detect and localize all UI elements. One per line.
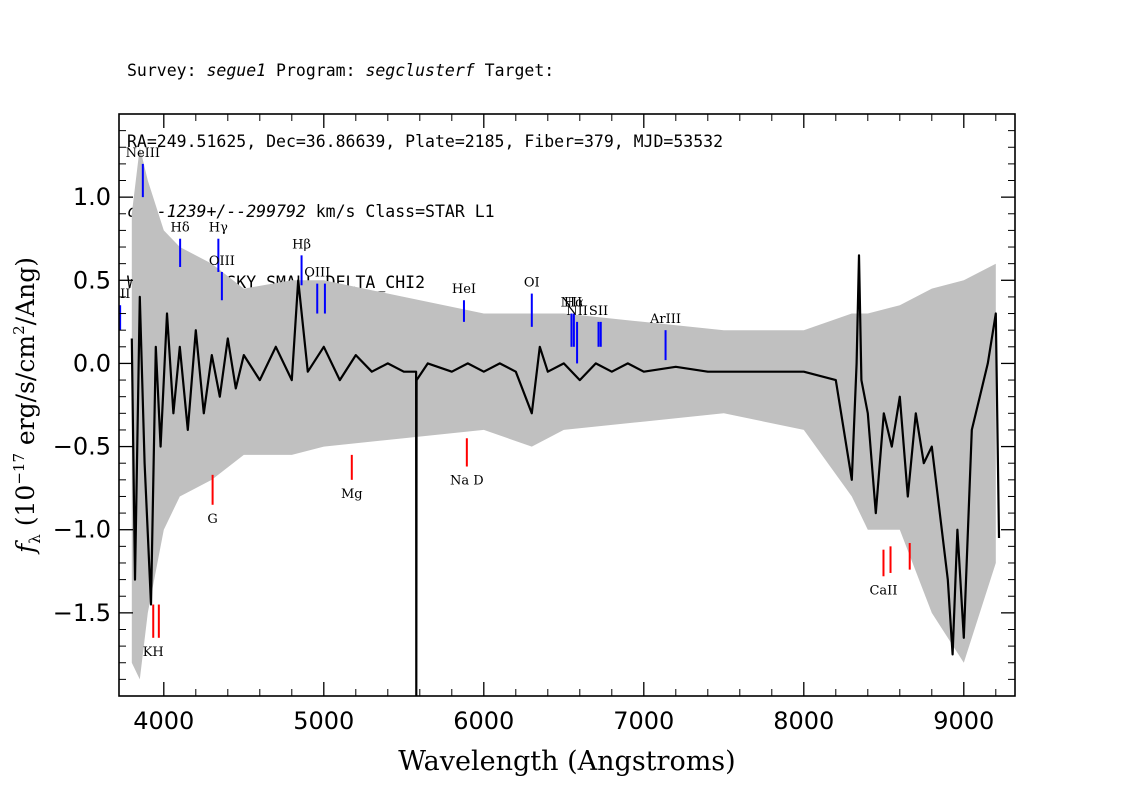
emission-line-label: Hγ bbox=[209, 221, 228, 236]
emission-line-label: HeI bbox=[452, 282, 476, 297]
absorption-line-label: Na D bbox=[450, 474, 484, 489]
x-tick-label: 4000 bbox=[133, 707, 194, 735]
absorption-line-label: KH bbox=[143, 645, 164, 660]
emission-line-label: NeIII bbox=[126, 146, 160, 161]
emission-line-label: II bbox=[120, 287, 130, 302]
y-tick-label: −0.5 bbox=[53, 433, 111, 461]
emission-line-label: OI bbox=[524, 276, 540, 291]
y-axis-label-text: fλ (10−17 erg/s/cm2/Ang) bbox=[10, 257, 44, 555]
emission-line-label: NII bbox=[561, 296, 583, 311]
x-axis-label: Wavelength (Angstroms) bbox=[398, 746, 735, 777]
absorption-line-label: Mg bbox=[341, 487, 363, 502]
absorption-line-label: CaII bbox=[869, 583, 897, 598]
emission-line-label: Hα bbox=[564, 296, 584, 311]
program-value: segclusterf bbox=[365, 61, 475, 80]
x-tick-label: 7000 bbox=[613, 707, 674, 735]
header-line-3: cz=-1239+/--299792 km/s Class=STAR L1 bbox=[127, 200, 723, 224]
header-line-2: RA=249.51625, Dec=36.86639, Plate=2185, … bbox=[127, 131, 724, 151]
x-tick-label: 5000 bbox=[293, 707, 354, 735]
redshift-value: cz=-1239+/--299792 bbox=[127, 202, 306, 221]
emission-line-label: OIII bbox=[304, 266, 330, 281]
y-tick-label: 0.5 bbox=[73, 266, 111, 294]
emission-line-label: OIII bbox=[209, 254, 235, 269]
plot-frame bbox=[118, 113, 1016, 697]
x-tick-label: 6000 bbox=[453, 707, 514, 735]
absorption-line-label: G bbox=[207, 512, 217, 527]
y-axis-label: fλ (10−17 erg/s/cm2/Ang) bbox=[10, 257, 44, 555]
y-tick-label: −1.0 bbox=[53, 516, 111, 544]
error-band bbox=[131, 147, 996, 680]
target-label: Target: bbox=[474, 61, 555, 80]
program-label: Program: bbox=[266, 61, 366, 80]
y-tick-label: −1.5 bbox=[53, 599, 111, 627]
x-tick-label: 9000 bbox=[933, 707, 994, 735]
survey-label: Survey: bbox=[127, 61, 207, 80]
class-text: km/s Class=STAR L1 bbox=[305, 202, 495, 221]
y-tick-label: 1.0 bbox=[73, 183, 111, 211]
emission-line-label: Hβ bbox=[292, 237, 311, 252]
x-tick-label: 8000 bbox=[773, 707, 834, 735]
emission-line-label: SII bbox=[589, 304, 608, 319]
survey-value: segue1 bbox=[206, 61, 267, 80]
header-line-1: Survey: segue1 Program: segclusterf Targ… bbox=[127, 59, 723, 83]
flux-line bbox=[130, 254, 1001, 696]
emission-line-label: NII bbox=[566, 304, 588, 319]
y-tick-label: 0.0 bbox=[73, 349, 111, 377]
axis-ticks: 4000 5000 6000 7000 8000 9000 1.0 0.5 0.0 −0.5 −1.… bbox=[53, 114, 1015, 735]
emission-line-label: Hδ bbox=[171, 221, 190, 236]
emission-line-label: ArIII bbox=[649, 312, 681, 327]
